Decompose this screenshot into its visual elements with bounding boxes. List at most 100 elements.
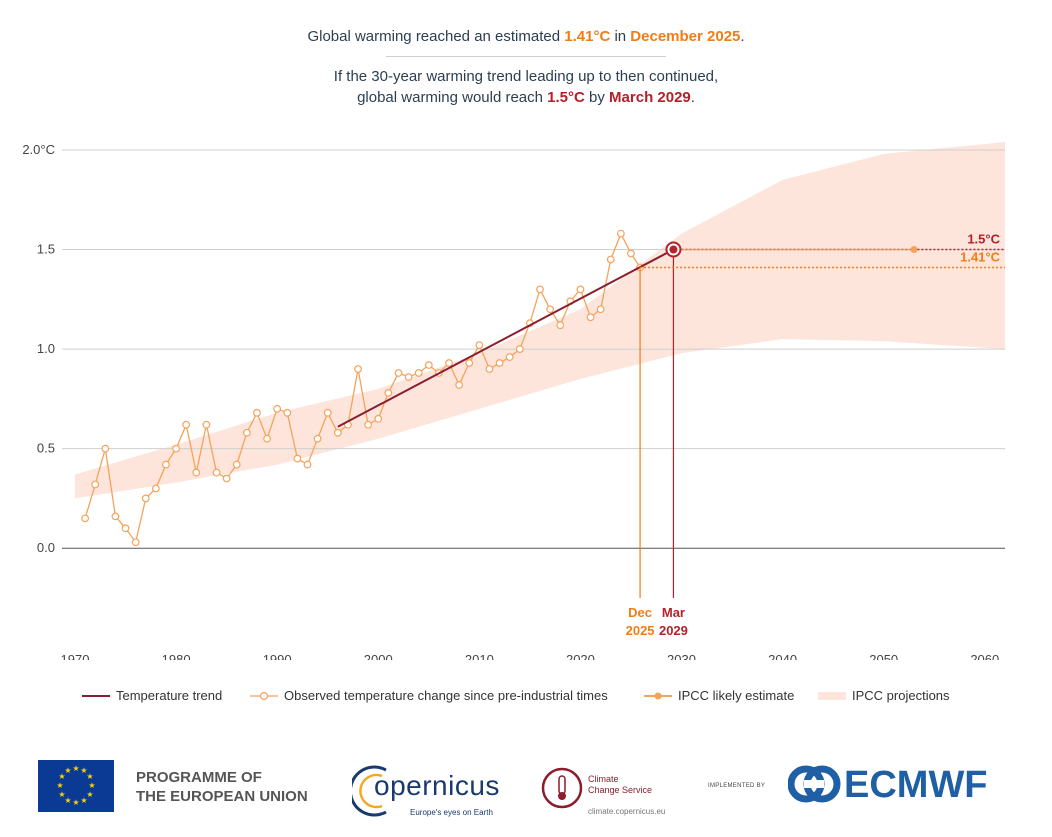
trend-line — [337, 248, 674, 428]
eu-line2: THE EUROPEAN UNION — [136, 788, 308, 805]
observed-point — [465, 359, 474, 367]
observed-point — [263, 434, 271, 443]
observed-point — [101, 444, 110, 453]
svg-text:★: ★ — [58, 790, 65, 799]
thermometer-icon — [541, 767, 583, 809]
observed-point — [576, 285, 585, 294]
dec-label: Dec — [628, 605, 652, 620]
eu-programme-text: PROGRAMME OF THE EUROPEAN UNION — [136, 768, 308, 806]
observed-point — [364, 420, 373, 429]
observed-point — [505, 353, 514, 361]
c3s-name: Climate Change Service — [588, 774, 652, 796]
observed-point — [182, 420, 191, 429]
observed-point — [303, 460, 312, 469]
header-separator — [386, 56, 666, 57]
legend-observed-swatch — [250, 691, 278, 700]
c3s-logo: Climate Change Service climate.copernicu… — [540, 760, 690, 820]
svg-text:★: ★ — [72, 798, 79, 807]
mar-2029-marker-dot — [669, 245, 678, 254]
legend-trend: Temperature trend — [82, 688, 222, 703]
svg-text:★: ★ — [64, 766, 71, 775]
svg-text:★: ★ — [80, 796, 87, 805]
observed-point — [91, 480, 100, 489]
headline-period: . — [740, 28, 745, 45]
observed-point — [485, 365, 494, 373]
subheadline-date: March 2029 — [609, 89, 691, 106]
eu-line1: PROGRAMME OF — [136, 769, 262, 786]
observed-point — [515, 345, 524, 353]
svg-text:★: ★ — [56, 781, 63, 790]
observed-point — [445, 359, 453, 367]
y-tick-label: 0.0 — [37, 540, 55, 555]
observed-point — [586, 313, 595, 322]
observed-point — [606, 255, 615, 264]
observed-point — [232, 460, 241, 469]
ecmwf-logo: ECMWF — [788, 760, 998, 810]
y-tick-label: 1.5 — [37, 242, 55, 257]
observed-point — [495, 359, 504, 367]
subheadline-value: 1.5°C — [547, 89, 585, 106]
warming-chart: 0.0 0.5 1.0 1.5 2.0°C 1970 1980 1990 2000 2010 202… — [22, 141, 1005, 660]
headline-value: 1.41°C — [564, 28, 611, 45]
observed-point — [111, 512, 120, 521]
observed-point — [424, 361, 433, 369]
ipcc-projection-band — [75, 141, 1005, 499]
observed-point — [253, 408, 261, 417]
observed-point — [384, 388, 393, 397]
implemented-by-label: IMPLEMENTED BY — [708, 783, 766, 789]
subheadline-period: . — [690, 89, 695, 106]
observed-point — [536, 285, 544, 294]
y-tick-label: 0.5 — [37, 441, 55, 456]
c3s-line1: Climate — [588, 774, 619, 784]
x-tick-label: 2020 — [566, 652, 595, 660]
observed-point — [121, 524, 130, 533]
svg-text:★: ★ — [86, 790, 93, 799]
c3s-line2: Change Service — [588, 785, 653, 795]
observed-point — [394, 369, 403, 377]
observed-point — [616, 229, 625, 238]
legend: Temperature trend Observed temperature c… — [0, 688, 1052, 708]
subheadline-line2: global warming would reach 1.5°C by Marc… — [0, 87, 1052, 108]
ecmwf-emblem-icon — [788, 765, 841, 803]
legend-trend-swatch — [82, 694, 110, 697]
x-tick-label: 1970 — [61, 652, 90, 660]
headline: Global warming reached an estimated 1.41… — [0, 28, 1052, 45]
observed-point — [475, 341, 484, 350]
ipcc-likely-point — [910, 246, 918, 254]
ecmwf-name: ECMWF — [844, 764, 988, 806]
observed-point — [556, 321, 565, 330]
observed-point — [596, 305, 605, 314]
copernicus-tagline: Europe's eyes on Earth — [410, 808, 493, 817]
observed-point — [414, 369, 423, 377]
legend-trend-label: Temperature trend — [116, 688, 223, 703]
observed-point — [212, 468, 221, 477]
legend-likely-label: IPCC likely estimate — [678, 688, 795, 703]
observed-point — [546, 305, 555, 314]
y-tick-label: 1.0 — [37, 341, 55, 356]
svg-text:★: ★ — [72, 764, 79, 773]
observed-point — [131, 538, 140, 547]
legend-projections: IPCC projections — [818, 688, 950, 703]
value-label-1-41: 1.41°C — [960, 249, 1001, 264]
eu-flag-logo: ★ ★ ★ ★ ★ ★ ★ ★ ★ ★ ★ ★ — [38, 760, 114, 812]
eu-stars-icon: ★ ★★★ ★★★★ ★★★★ — [56, 764, 95, 807]
legend-projections-label: IPCC projections — [852, 688, 950, 703]
observed-point — [151, 484, 160, 493]
headline-text: Global warming reached an estimated — [307, 28, 565, 45]
observed-line — [84, 232, 641, 544]
observed-point — [627, 249, 635, 258]
observed-point — [141, 494, 150, 503]
headline-date: December 2025 — [630, 28, 741, 45]
mar-label: Mar — [662, 605, 685, 620]
legend-observed-label: Observed temperature change since pre-in… — [284, 688, 608, 703]
x-tick-label: 2060 — [970, 652, 999, 660]
observed-point — [374, 414, 383, 423]
observed-point — [283, 408, 292, 417]
headline-text-mid: in — [610, 28, 631, 45]
subheadline-text: global warming would reach — [357, 89, 548, 106]
observed-point — [81, 514, 90, 523]
observed-point — [323, 408, 332, 417]
svg-text:★: ★ — [64, 796, 71, 805]
observed-point — [162, 460, 170, 469]
copernicus-name: opernicus — [374, 770, 500, 801]
